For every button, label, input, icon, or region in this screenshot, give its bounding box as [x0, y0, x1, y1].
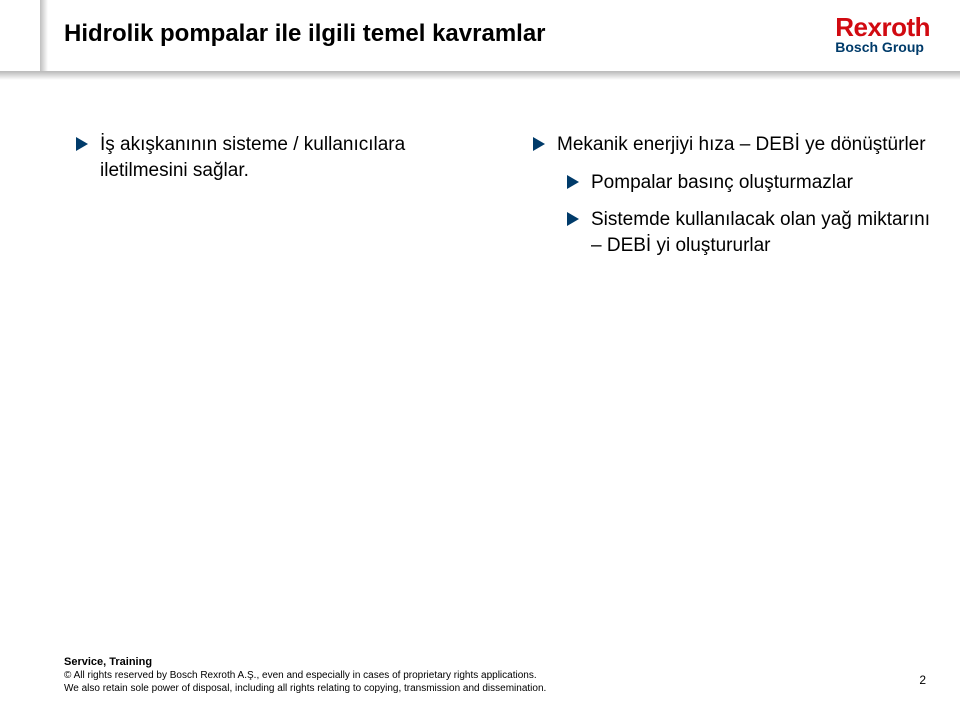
bullet-item: Sistemde kullanılacak olan yağ miktarını… [567, 207, 930, 258]
bullet-text: İş akışkanının sisteme / kullanıcılara i… [100, 132, 473, 183]
content-area: İş akışkanının sisteme / kullanıcılara i… [76, 132, 930, 271]
title-vertical-shadow [40, 0, 48, 72]
bullet-item: Mekanik enerjiyi hıza – DEBİ ye dönüştür… [533, 132, 930, 158]
title-block: Hidrolik pompalar ile ilgili temel kavra… [64, 20, 546, 48]
footer-service-line: Service, Training [64, 656, 930, 668]
bullet-arrow-icon [533, 137, 547, 151]
right-column: Mekanik enerjiyi hıza – DEBİ ye dönüştür… [533, 132, 930, 271]
slide-header: Hidrolik pompalar ile ilgili temel kavra… [0, 0, 960, 74]
bullet-item: İş akışkanının sisteme / kullanıcılara i… [76, 132, 473, 183]
bullet-text: Sistemde kullanılacak olan yağ miktarını… [591, 207, 930, 258]
footer-copyright-line1: © All rights reserved by Bosch Rexroth A… [64, 670, 537, 681]
brand-name: Rexroth [835, 14, 930, 40]
slide: Hidrolik pompalar ile ilgili temel kavra… [0, 0, 960, 715]
bullet-text: Mekanik enerjiyi hıza – DEBİ ye dönüştür… [557, 132, 926, 158]
bullet-text: Pompalar basınç oluşturmazlar [591, 170, 853, 196]
bullet-arrow-icon [567, 212, 581, 226]
footer-copyright-line2: We also retain sole power of disposal, i… [64, 683, 546, 694]
page-number: 2 [919, 673, 926, 687]
page-title: Hidrolik pompalar ile ilgili temel kavra… [64, 20, 546, 48]
brand-subline: Bosch Group [835, 40, 930, 54]
bullet-item: Pompalar basınç oluşturmazlar [567, 170, 930, 196]
bullet-arrow-icon [76, 137, 90, 151]
bullet-arrow-icon [567, 175, 581, 189]
slide-footer: Service, Training © All rights reserved … [64, 656, 930, 695]
brand-logo: Rexroth Bosch Group [835, 14, 930, 54]
footer-copyright: © All rights reserved by Bosch Rexroth A… [64, 670, 930, 695]
left-column: İş akışkanının sisteme / kullanıcılara i… [76, 132, 473, 271]
title-shadow [0, 72, 960, 80]
